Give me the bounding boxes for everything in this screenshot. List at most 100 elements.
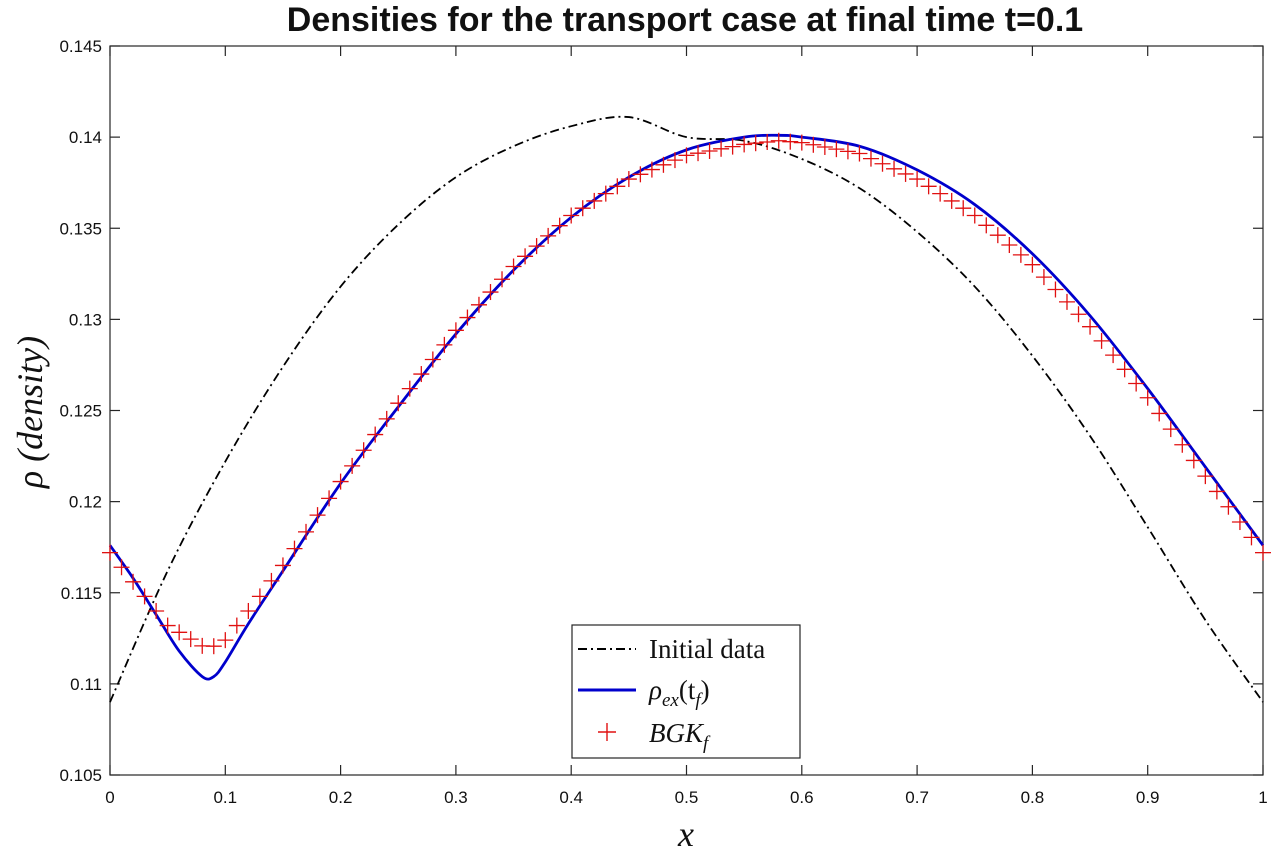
bgk-marker <box>1116 361 1133 378</box>
bgk-marker <box>171 624 188 641</box>
y-tick-label: 0.12 <box>69 493 102 512</box>
bgk-marker <box>459 309 476 326</box>
x-tick-label: 0.6 <box>790 788 814 807</box>
x-tick-label: 0.1 <box>213 788 237 807</box>
x-tick-label: 0.4 <box>559 788 583 807</box>
bgk-marker <box>136 588 153 605</box>
x-tick-label: 0.5 <box>675 788 699 807</box>
x-tick-label: 0.2 <box>329 788 353 807</box>
bgk-marker <box>309 507 326 524</box>
bgk-marker <box>148 602 165 619</box>
bgk-marker <box>805 136 822 153</box>
bgk-marker <box>678 147 695 164</box>
bgk-marker <box>505 258 522 275</box>
bgk-marker <box>793 134 810 151</box>
bgk-marker <box>1174 436 1191 453</box>
bgk-marker <box>344 457 361 474</box>
series-bgk-markers <box>102 132 1271 655</box>
bgk-marker <box>816 138 833 155</box>
bgk-marker <box>332 473 349 490</box>
bgk-marker <box>413 366 430 383</box>
bgk-marker <box>251 588 268 605</box>
bgk-marker <box>747 135 764 152</box>
y-tick-label: 0.135 <box>59 219 102 238</box>
bgk-marker <box>1093 332 1110 349</box>
bgk-marker <box>1208 483 1225 500</box>
bgk-marker <box>1105 347 1122 364</box>
bgk-marker <box>321 490 338 507</box>
legend: Initial data ρex(tf) BGKf <box>571 624 801 759</box>
bgk-marker <box>355 442 372 459</box>
bgk-marker <box>1162 421 1179 438</box>
bgk-marker <box>436 336 453 353</box>
bgk-marker <box>1151 405 1168 422</box>
bgk-marker <box>1139 389 1156 406</box>
bgk-marker <box>632 166 649 183</box>
bgk-marker <box>597 185 614 202</box>
bgk-marker <box>1058 293 1075 310</box>
bgk-marker <box>655 156 672 173</box>
bgk-marker <box>563 207 580 224</box>
bgk-marker <box>701 142 718 159</box>
bgk-marker <box>298 523 315 540</box>
y-tick-label: 0.145 <box>59 37 102 56</box>
bgk-marker <box>274 557 291 574</box>
bgk-marker <box>909 171 926 188</box>
bgk-marker <box>932 185 949 202</box>
legend-label-exact: ρex(tf) <box>648 675 710 711</box>
y-tick-label: 0.125 <box>59 402 102 421</box>
x-tick-label: 0.9 <box>1136 788 1160 807</box>
legend-swatch-bgk <box>598 723 616 741</box>
bgk-marker <box>874 155 891 172</box>
bgk-marker <box>217 632 234 649</box>
bgk-marker <box>955 200 972 217</box>
bgk-marker <box>447 322 464 339</box>
bgk-marker <box>897 165 914 182</box>
bgk-marker <box>1231 514 1248 531</box>
legend-label-bgk: BGKf <box>649 718 711 754</box>
bgk-marker <box>1128 375 1145 392</box>
bgk-marker <box>240 602 257 619</box>
bgk-marker <box>205 638 222 655</box>
bgk-marker <box>586 192 603 209</box>
bgk-marker <box>1220 498 1237 515</box>
bgk-marker <box>978 217 995 234</box>
bgk-marker <box>470 296 487 313</box>
x-tick-label: 0.7 <box>905 788 929 807</box>
y-tick-label: 0.13 <box>69 310 102 329</box>
bgk-marker <box>943 192 960 209</box>
bgk-marker <box>724 138 741 155</box>
bgk-marker <box>920 178 937 195</box>
series-layer <box>102 115 1271 703</box>
x-axis: 0 0.1 0.2 0.3 0.4 0.5 0.6 0.7 0.8 0.9 1 <box>105 46 1268 807</box>
bgk-marker <box>390 395 407 412</box>
bgk-marker <box>643 161 660 178</box>
bgk-marker <box>574 200 591 217</box>
bgk-marker <box>286 540 303 557</box>
bgk-marker <box>1047 281 1064 298</box>
bgk-marker <box>528 238 545 255</box>
bgk-marker <box>482 284 499 301</box>
bgk-marker <box>851 145 868 162</box>
bgk-marker <box>263 572 280 589</box>
bgk-marker <box>182 631 199 648</box>
bgk-marker <box>228 617 245 634</box>
bgk-marker <box>125 573 142 590</box>
x-tick-label: 0.3 <box>444 788 468 807</box>
bgk-marker <box>782 133 799 150</box>
bgk-marker <box>886 160 903 177</box>
bgk-marker <box>1197 468 1214 485</box>
x-tick-label: 1 <box>1258 788 1267 807</box>
y-axis-label: ρ (density) <box>10 336 50 489</box>
x-tick-label: 0 <box>105 788 114 807</box>
bgk-marker <box>102 544 118 561</box>
bgk-marker <box>540 227 557 244</box>
x-tick-label: 0.8 <box>1021 788 1045 807</box>
bgk-marker <box>1001 237 1018 254</box>
bgk-marker <box>159 617 176 634</box>
bgk-marker <box>862 150 879 167</box>
bgk-marker <box>517 248 534 265</box>
bgk-marker <box>1255 544 1271 561</box>
x-axis-label: x <box>677 814 694 852</box>
